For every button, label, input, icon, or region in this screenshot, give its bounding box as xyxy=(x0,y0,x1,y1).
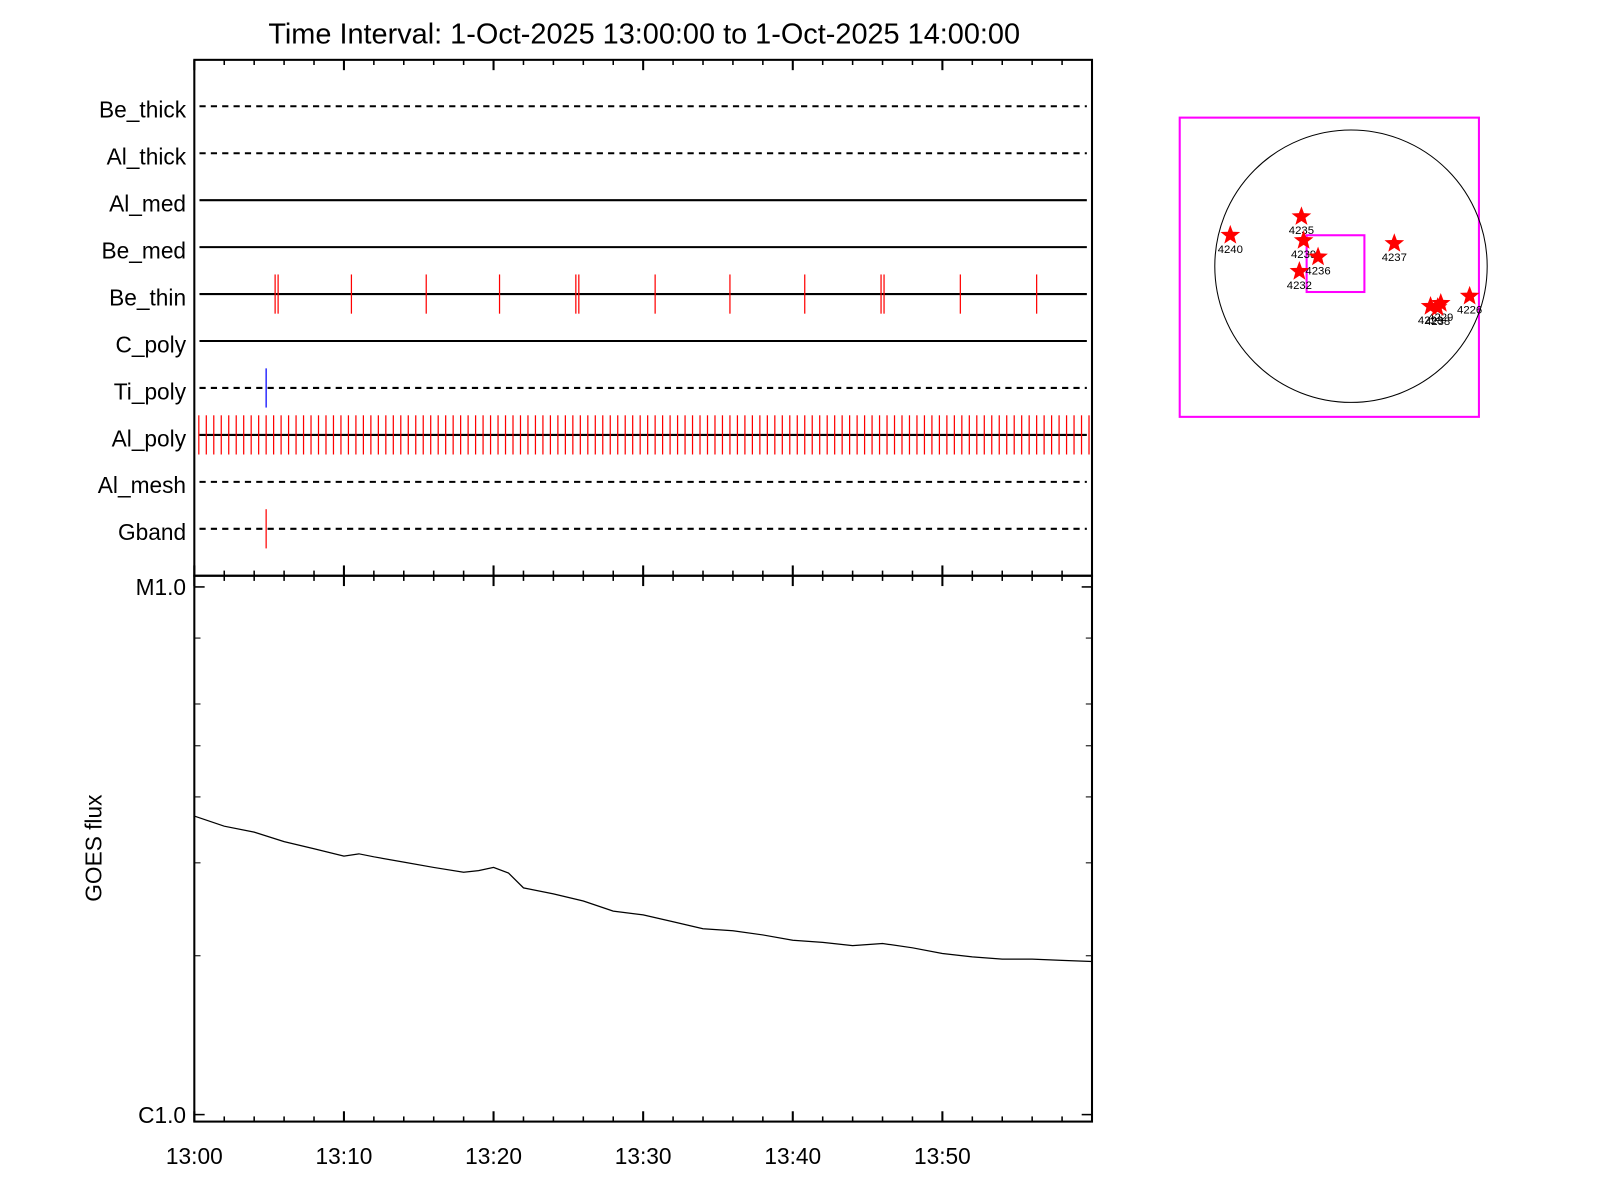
region-label: 4236 xyxy=(1305,265,1330,277)
row-label: Al_thick xyxy=(107,144,187,170)
region-label: 4237 xyxy=(1382,252,1407,264)
row-label: Al_med xyxy=(109,191,186,217)
goes-line xyxy=(194,815,1093,963)
row-label: Al_mesh xyxy=(98,472,186,498)
row-label: Be_thick xyxy=(99,97,187,123)
x-tick-label: 13:50 xyxy=(914,1143,971,1169)
region-label: 4238 xyxy=(1425,316,1450,328)
active-region xyxy=(1459,285,1480,305)
active-region xyxy=(1220,224,1241,244)
active-region xyxy=(1427,297,1448,316)
row-label: Be_med xyxy=(102,237,187,263)
region-label: 4229 xyxy=(1428,312,1453,324)
region-label: 4235 xyxy=(1289,225,1314,237)
y-tick-label: C1.0 xyxy=(138,1102,186,1128)
row-label: Al_poly xyxy=(112,425,187,451)
row-label: Ti_poly xyxy=(114,378,187,404)
region-label: 4228 xyxy=(1418,315,1443,327)
active-region xyxy=(1293,230,1314,249)
row-label: C_poly xyxy=(115,331,186,357)
active-region xyxy=(1430,293,1451,312)
active-region xyxy=(1289,261,1310,280)
x-tick-label: 13:30 xyxy=(615,1143,672,1169)
field-of-view xyxy=(1178,116,1480,418)
x-tick-label: 13:00 xyxy=(166,1143,223,1169)
row-label: Be_thin xyxy=(109,284,186,310)
active-region xyxy=(1384,233,1405,252)
chart-title: Time Interval: 1-Oct-2025 13:00:00 to 1-… xyxy=(268,18,1020,50)
solar-disk xyxy=(1214,129,1488,403)
active-region xyxy=(1291,206,1312,225)
active-region xyxy=(1308,246,1328,266)
subfield-box xyxy=(1305,234,1366,294)
y-tick-label: M1.0 xyxy=(136,574,186,600)
x-tick-label: 13:40 xyxy=(764,1143,821,1169)
region-label: 4240 xyxy=(1218,244,1243,256)
x-tick-label: 13:20 xyxy=(465,1143,522,1169)
row-label: Gband xyxy=(118,519,186,545)
x-tick-label: 13:10 xyxy=(316,1143,373,1169)
region-label: 4232 xyxy=(1287,280,1312,292)
region-label: 4239 xyxy=(1291,249,1316,261)
y-axis-label: GOES flux xyxy=(80,794,106,902)
region-label: 4226 xyxy=(1457,305,1482,317)
